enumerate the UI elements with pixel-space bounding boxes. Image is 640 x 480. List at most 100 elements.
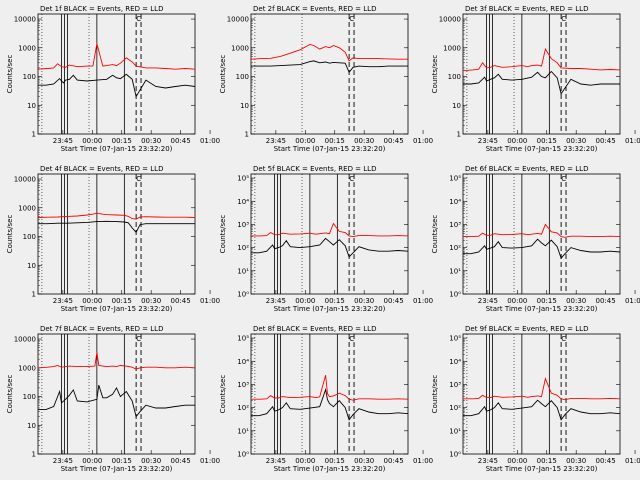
x-tick-label: 00:45 (171, 297, 191, 305)
x-tick-label: 00:30 (566, 457, 586, 465)
y-tick-label: 10000 (14, 336, 36, 344)
x-tick-label: 00:45 (384, 297, 404, 305)
x-axis-label: Start Time (07-Jan-15 23:32:20) (486, 465, 598, 473)
panel-title: Det 9f BLACK = Events, RED = LLD (465, 325, 588, 333)
x-tick-label: 01:00 (200, 457, 220, 465)
y-axis-label: Counts/sec (219, 375, 227, 414)
y-tick-label: 10 (452, 102, 461, 110)
detector-panel-6: Det 6f BLACK = Events, RED = LLD 10⁰ 10¹ 10… (431, 165, 640, 313)
y-axis-label: Counts/sec (431, 55, 439, 94)
annotation-label: C (349, 335, 354, 343)
y-tick-label: 100 (236, 73, 249, 81)
series-events-line (463, 238, 621, 260)
y-tick-label: 1 (32, 451, 36, 459)
x-tick-label: 00:30 (566, 297, 586, 305)
y-tick-label: 1 (245, 131, 249, 139)
x-tick-label: 01:00 (413, 137, 433, 145)
x-tick-label: 01:00 (625, 457, 640, 465)
y-tick-label: 10⁵ (237, 175, 249, 183)
panel-title: Det 3f BLACK = Events, RED = LLD (465, 5, 588, 13)
series-events-line (38, 73, 196, 98)
series-lld-line (37, 212, 196, 220)
y-tick-label: 10⁵ (237, 335, 249, 343)
series-lld-line (37, 352, 196, 370)
x-tick-label: 00:15 (112, 297, 132, 305)
y-tick-label: 1 (457, 131, 461, 139)
y-tick-label: 10⁵ (449, 175, 461, 183)
annotation-label: C (136, 15, 141, 23)
y-tick-label: 10⁰ (237, 291, 249, 299)
x-tick-label: 23:45 (53, 297, 73, 305)
x-tick-label: 00:00 (507, 457, 527, 465)
y-tick-label: 10000 (14, 176, 36, 184)
y-tick-label: 10⁴ (449, 198, 461, 206)
series-lld-line (463, 223, 621, 238)
x-tick-label: 00:45 (384, 137, 404, 145)
x-axis-label: Start Time (07-Jan-15 23:32:20) (486, 305, 598, 313)
x-tick-label: 23:45 (53, 457, 73, 465)
y-axis-label: Counts/sec (431, 375, 439, 414)
y-axis-label: Counts/sec (219, 215, 227, 254)
plot-frame (37, 13, 196, 135)
plot-frame (37, 173, 196, 295)
annotation-label: C (561, 175, 566, 183)
x-tick-label: 01:00 (413, 457, 433, 465)
annotation-label: C (349, 175, 354, 183)
series-lld-line (463, 376, 621, 401)
plot-frame (250, 173, 409, 295)
x-tick-label: 00:00 (82, 297, 102, 305)
x-tick-label: 00:45 (596, 137, 616, 145)
y-tick-label: 10⁰ (449, 451, 461, 459)
y-axis-label: Counts/sec (6, 215, 14, 254)
x-tick-label: 01:00 (625, 137, 640, 145)
y-axis-label: Counts/sec (6, 375, 14, 414)
y-tick-label: 10³ (449, 381, 461, 389)
x-tick-label: 01:00 (413, 297, 433, 305)
x-tick-label: 00:00 (82, 137, 102, 145)
x-tick-label: 23:45 (478, 457, 498, 465)
y-tick-label: 10¹ (237, 427, 249, 435)
y-tick-label: 10² (237, 404, 249, 412)
x-tick-label: 00:00 (295, 457, 315, 465)
x-tick-label: 00:45 (171, 457, 191, 465)
y-tick-label: 10000 (439, 16, 461, 24)
x-tick-label: 00:30 (354, 297, 374, 305)
x-tick-label: 00:30 (141, 137, 161, 145)
x-tick-label: 23:45 (53, 137, 73, 145)
y-tick-label: 10 (27, 422, 36, 430)
annotation-label: C (136, 335, 141, 343)
x-tick-label: 00:00 (295, 297, 315, 305)
x-tick-label: 00:45 (596, 457, 616, 465)
y-tick-label: 1000 (18, 364, 36, 372)
x-axis-label: Start Time (07-Jan-15 23:32:20) (61, 465, 173, 473)
x-tick-label: 00:15 (112, 457, 132, 465)
x-tick-label: 00:15 (325, 457, 345, 465)
y-tick-label: 10¹ (449, 267, 461, 275)
series-lld-line (37, 43, 196, 70)
panel-title: Det 8f BLACK = Events, RED = LLD (253, 325, 376, 333)
annotation-label: C (561, 335, 566, 343)
plot-frame (250, 13, 409, 135)
plot-frame (37, 333, 196, 455)
y-tick-label: 10000 (14, 16, 36, 24)
y-tick-label: 10⁴ (237, 198, 249, 206)
series-events-line (463, 399, 621, 421)
y-tick-label: 100 (448, 73, 461, 81)
y-tick-label: 10² (449, 404, 461, 412)
detector-panel-5: Det 5f BLACK = Events, RED = LLD 10⁰ 10¹ 10… (219, 165, 433, 313)
x-tick-label: 01:00 (200, 297, 220, 305)
y-tick-label: 10² (237, 244, 249, 252)
y-tick-label: 10 (27, 262, 36, 270)
x-axis-label: Start Time (07-Jan-15 23:32:20) (274, 305, 386, 313)
x-tick-label: 00:15 (325, 297, 345, 305)
x-tick-label: 23:45 (266, 137, 286, 145)
x-tick-label: 00:15 (537, 457, 557, 465)
y-tick-label: 10⁴ (237, 358, 249, 366)
plot-frame (462, 13, 621, 135)
x-tick-label: 23:45 (478, 137, 498, 145)
x-tick-label: 00:00 (507, 297, 527, 305)
y-tick-label: 10⁰ (237, 451, 249, 459)
detector-panel-9: Det 9f BLACK = Events, RED = LLD 10⁰ 10¹ 10… (431, 325, 640, 473)
y-tick-label: 10⁴ (449, 358, 461, 366)
x-tick-label: 00:15 (325, 137, 345, 145)
